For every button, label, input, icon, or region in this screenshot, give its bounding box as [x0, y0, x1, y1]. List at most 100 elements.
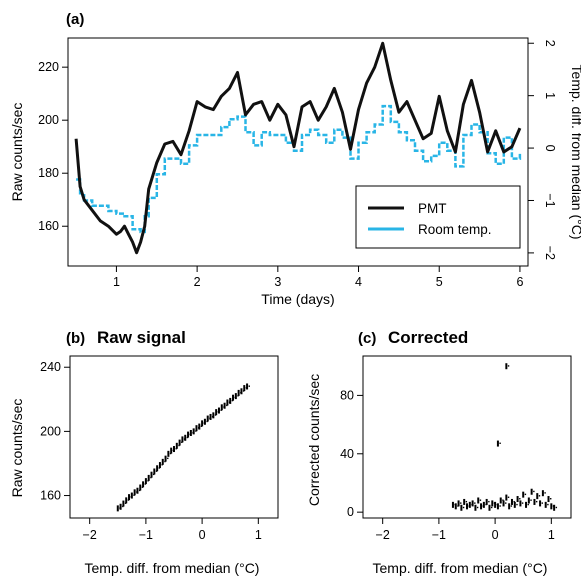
legend: PMT Room temp. — [355, 185, 521, 249]
data-point-c — [547, 496, 550, 503]
data-point-b — [116, 505, 119, 512]
data-point-c — [508, 503, 511, 510]
y-tick-label-c: 80 — [340, 388, 354, 402]
data-point-c — [451, 501, 454, 508]
x-tick-label-c: −2 — [376, 528, 390, 542]
data-point-c — [533, 490, 535, 493]
data-point-c — [477, 497, 480, 504]
x-tick-label-c: 1 — [548, 528, 555, 542]
data-point-b — [212, 412, 215, 419]
data-point-c — [494, 501, 497, 508]
x-axis-label-c: Temp. diff. from median (°C) — [373, 560, 548, 576]
y2-tick-label-a: 2 — [543, 40, 557, 47]
data-point-b — [139, 484, 142, 491]
data-point-c — [530, 488, 533, 495]
x-tick-label-b: −1 — [139, 528, 153, 542]
y2-axis-label-a: Temp. diff. from median (°C) — [569, 65, 581, 240]
data-point-b — [144, 478, 147, 485]
x-tick-label-a: 5 — [436, 275, 443, 289]
plot-frame-b — [69, 355, 279, 519]
data-point-b — [184, 434, 187, 441]
data-point-b — [156, 465, 159, 472]
pmt-series-line — [74, 41, 522, 255]
data-point-b — [147, 474, 150, 481]
x-tick-label-b: 1 — [255, 528, 262, 542]
data-point-b — [167, 450, 170, 457]
data-point-c — [474, 502, 476, 504]
legend-label-room-temp: Room temp. — [418, 222, 492, 237]
y-axis-label-c: Corrected counts/sec — [306, 374, 322, 506]
data-point-b — [198, 423, 201, 430]
y-tick-label-a: 160 — [38, 219, 59, 233]
data-point-b — [125, 497, 128, 504]
data-point-c — [513, 501, 516, 508]
data-point-b — [223, 402, 226, 409]
y-tick-label-a: 200 — [38, 113, 59, 127]
panel-c-corrected: (c) Corrected −2 −1 0 1 0 40 80 Corrected coun… — [306, 328, 572, 576]
data-point-c — [463, 498, 466, 505]
data-point-c — [454, 503, 457, 510]
data-point-b — [246, 383, 249, 390]
panel-b-raw-signal: (b) Raw signal −2 −1 0 1 160 200 240 Raw count… — [9, 328, 279, 576]
data-point-c — [460, 504, 463, 511]
data-point-c — [522, 491, 525, 498]
data-point-c — [466, 503, 468, 510]
data-point-b — [234, 393, 237, 400]
data-point-b — [243, 385, 246, 392]
data-point-b — [240, 388, 243, 395]
data-point-b — [170, 447, 173, 454]
data-point-b — [229, 397, 232, 404]
data-point-c — [544, 492, 546, 494]
data-point-c — [479, 499, 482, 501]
data-point-c — [476, 506, 479, 509]
data-point-c — [502, 500, 505, 507]
y2-tick-label-a: −2 — [543, 246, 557, 260]
data-point-b — [153, 468, 156, 475]
y-axis-label-b: Raw counts/sec — [9, 399, 25, 498]
data-point-c — [527, 497, 530, 504]
data-point-c — [555, 506, 558, 509]
x-axis-label-b: Temp. diff. from median (°C) — [85, 560, 260, 576]
data-point-c — [488, 504, 491, 511]
data-point-c — [536, 493, 539, 500]
data-point-b — [192, 428, 195, 435]
y2-tick-label-a: −1 — [543, 193, 557, 207]
y-tick-label-b: 160 — [40, 489, 61, 503]
data-point-b — [215, 409, 218, 416]
data-point-c — [499, 505, 501, 507]
y-tick-label-a: 220 — [38, 60, 59, 74]
data-point-c — [525, 501, 528, 508]
data-point-b — [150, 471, 153, 478]
data-point-c — [496, 503, 499, 510]
data-point-c — [457, 500, 460, 507]
x-tick-label-c: 0 — [492, 528, 499, 542]
data-point-b — [232, 394, 235, 401]
data-point-c — [474, 504, 477, 511]
data-point-b — [128, 494, 131, 501]
x-tick-label-a: 3 — [274, 275, 281, 289]
y-tick-label-c: 40 — [340, 447, 354, 461]
y-axis-label-a: Raw counts/sec — [9, 103, 25, 202]
data-point-b — [142, 481, 145, 488]
data-point-c — [550, 503, 553, 510]
data-point-b — [206, 415, 209, 422]
data-point-b — [133, 489, 136, 496]
data-point-b — [167, 457, 169, 460]
data-point-b — [220, 404, 223, 411]
data-point-b — [209, 413, 212, 420]
data-point-b — [195, 425, 198, 432]
data-point-c — [496, 440, 499, 447]
x-tick-label-a: 2 — [194, 275, 201, 289]
data-point-b — [173, 446, 175, 453]
x-tick-label-b: −2 — [83, 528, 97, 542]
x-tick-label-a: 4 — [355, 275, 362, 289]
plot-frame-c — [362, 355, 572, 519]
x-axis-label-a: Time (days) — [261, 291, 334, 307]
data-point-c — [519, 500, 522, 507]
data-point-b — [130, 492, 133, 499]
plot-frame-a — [67, 37, 529, 267]
y2-tick-label-a: 0 — [543, 145, 557, 152]
data-point-c — [505, 363, 508, 370]
data-point-c — [488, 500, 490, 503]
